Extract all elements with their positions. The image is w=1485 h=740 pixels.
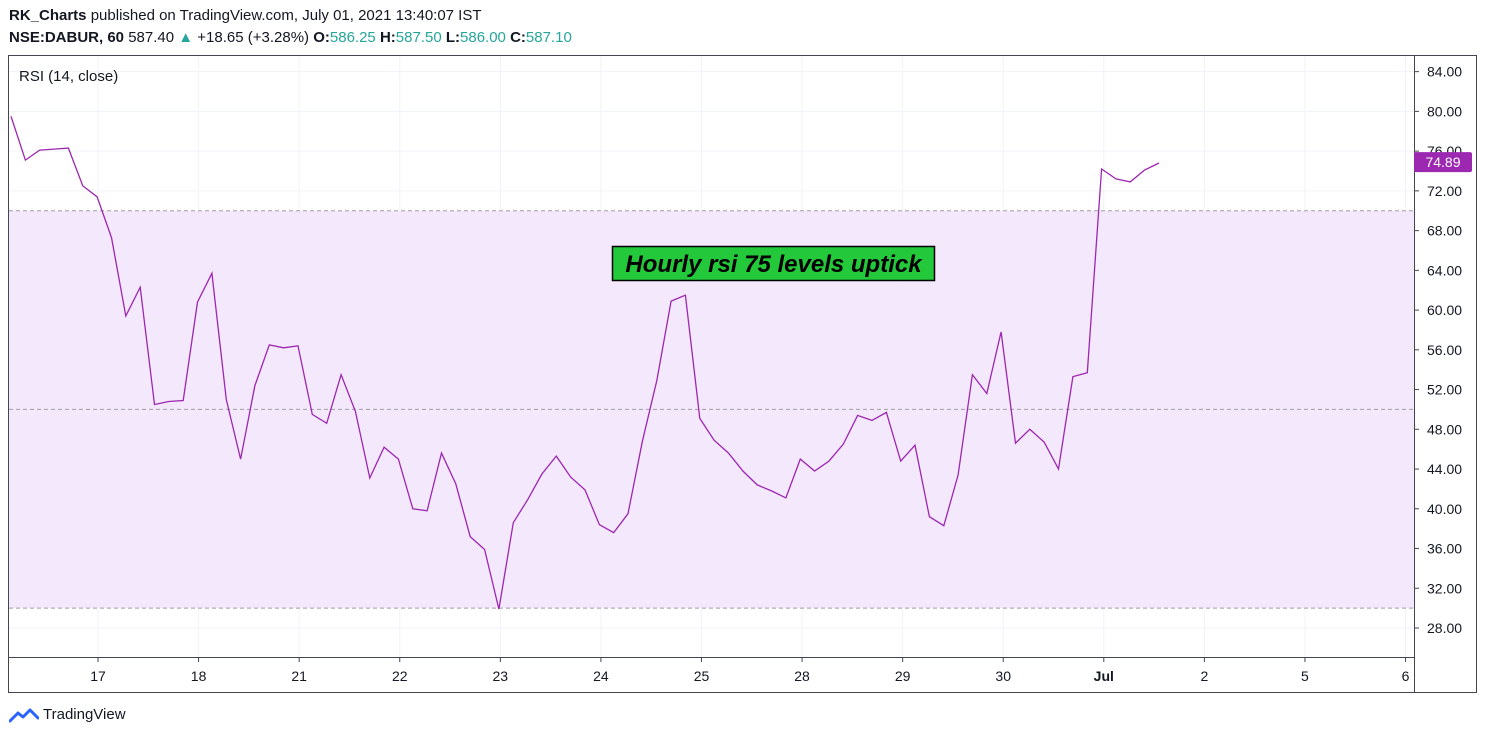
- y-tick-label: 52.00: [1427, 382, 1462, 398]
- x-tick-label: 5: [1301, 668, 1309, 684]
- up-arrow-icon: ▲: [178, 29, 194, 46]
- author-name[interactable]: RK_Charts: [9, 7, 87, 24]
- y-tick-label: 84.00: [1427, 64, 1462, 80]
- time-scale[interactable]: 17 18 21 22 23 24 25 28 29 30 Jul 2 5 6: [90, 657, 1410, 684]
- x-tick-label: 30: [995, 668, 1011, 684]
- current-value-label: 74.89: [1425, 154, 1460, 170]
- x-tick-label: 23: [493, 668, 509, 684]
- current-value-tag: 74.89: [1414, 152, 1472, 173]
- x-tick-label: 18: [191, 668, 207, 684]
- symbol-label[interactable]: NSE:DABUR, 60: [9, 29, 125, 46]
- x-tick-label: 22: [392, 668, 408, 684]
- y-tick-label: 68.00: [1427, 223, 1462, 239]
- x-tick-label: Jul: [1094, 668, 1114, 684]
- chart-frame: [8, 55, 1477, 693]
- band-lines: [9, 210, 1414, 609]
- close-value: 587.10: [525, 29, 572, 46]
- y-tick-label: 80.00: [1427, 103, 1462, 119]
- tradingview-logo-icon: [9, 708, 39, 722]
- open-label: O:: [313, 29, 330, 46]
- high-label: H:: [379, 29, 396, 46]
- x-tick-label: 24: [593, 668, 609, 684]
- low-label: L:: [445, 29, 461, 46]
- y-tick-label: 60.00: [1427, 302, 1462, 318]
- x-tick-label: 29: [895, 668, 911, 684]
- current-value-background: [1414, 152, 1472, 173]
- symbol-legend: NSE:DABUR, 60 587.40 ▲ +18.65 (+3.28%) O…: [9, 29, 572, 46]
- footer-brand-text: TradingView: [43, 706, 126, 723]
- open-value: 586.25: [329, 29, 376, 46]
- footer-brand[interactable]: TradingView: [9, 706, 126, 723]
- y-tick-label: 40.00: [1427, 501, 1462, 517]
- annotation-background: [611, 245, 936, 282]
- y-tick-label: 32.00: [1427, 580, 1462, 596]
- rsi-line[interactable]: [10, 116, 1160, 610]
- indicator-label[interactable]: RSI (14, close): [19, 68, 118, 85]
- y-tick-label: 48.00: [1427, 421, 1462, 437]
- publish-info: RK_Charts published on TradingView.com, …: [9, 7, 482, 24]
- y-tick-label: 64.00: [1427, 262, 1462, 278]
- rsi-chart[interactable]: 84.0080.0076.0072.0068.0064.0060.0056.00…: [0, 0, 1485, 700]
- x-tick-label: 21: [291, 668, 307, 684]
- price-change: +18.65 (+3.28%): [197, 29, 310, 46]
- x-tick-label: 25: [694, 668, 710, 684]
- annotation-box[interactable]: Hourly rsi 75 levels uptick: [611, 245, 936, 282]
- annotation-text: Hourly rsi 75 levels uptick: [625, 251, 923, 278]
- close-label: C:: [510, 29, 526, 46]
- x-tick-label: 17: [90, 668, 106, 684]
- x-tick-label: 2: [1200, 668, 1208, 684]
- publish-text: published on TradingView.com, July 01, 2…: [90, 7, 482, 24]
- x-tick-label: 6: [1402, 668, 1410, 684]
- y-tick-label: 72.00: [1427, 183, 1462, 199]
- y-tick-label: 56.00: [1427, 342, 1462, 358]
- price-scale[interactable]: 84.0080.0076.0072.0068.0064.0060.0056.00…: [1414, 64, 1462, 636]
- last-price: 587.40: [128, 29, 175, 46]
- low-value: 586.00: [460, 29, 506, 46]
- y-tick-label: 44.00: [1427, 461, 1462, 477]
- high-value: 587.50: [395, 29, 442, 46]
- x-tick-label: 28: [794, 668, 810, 684]
- y-tick-label: 28.00: [1427, 620, 1462, 636]
- y-tick-label: 36.00: [1427, 541, 1462, 557]
